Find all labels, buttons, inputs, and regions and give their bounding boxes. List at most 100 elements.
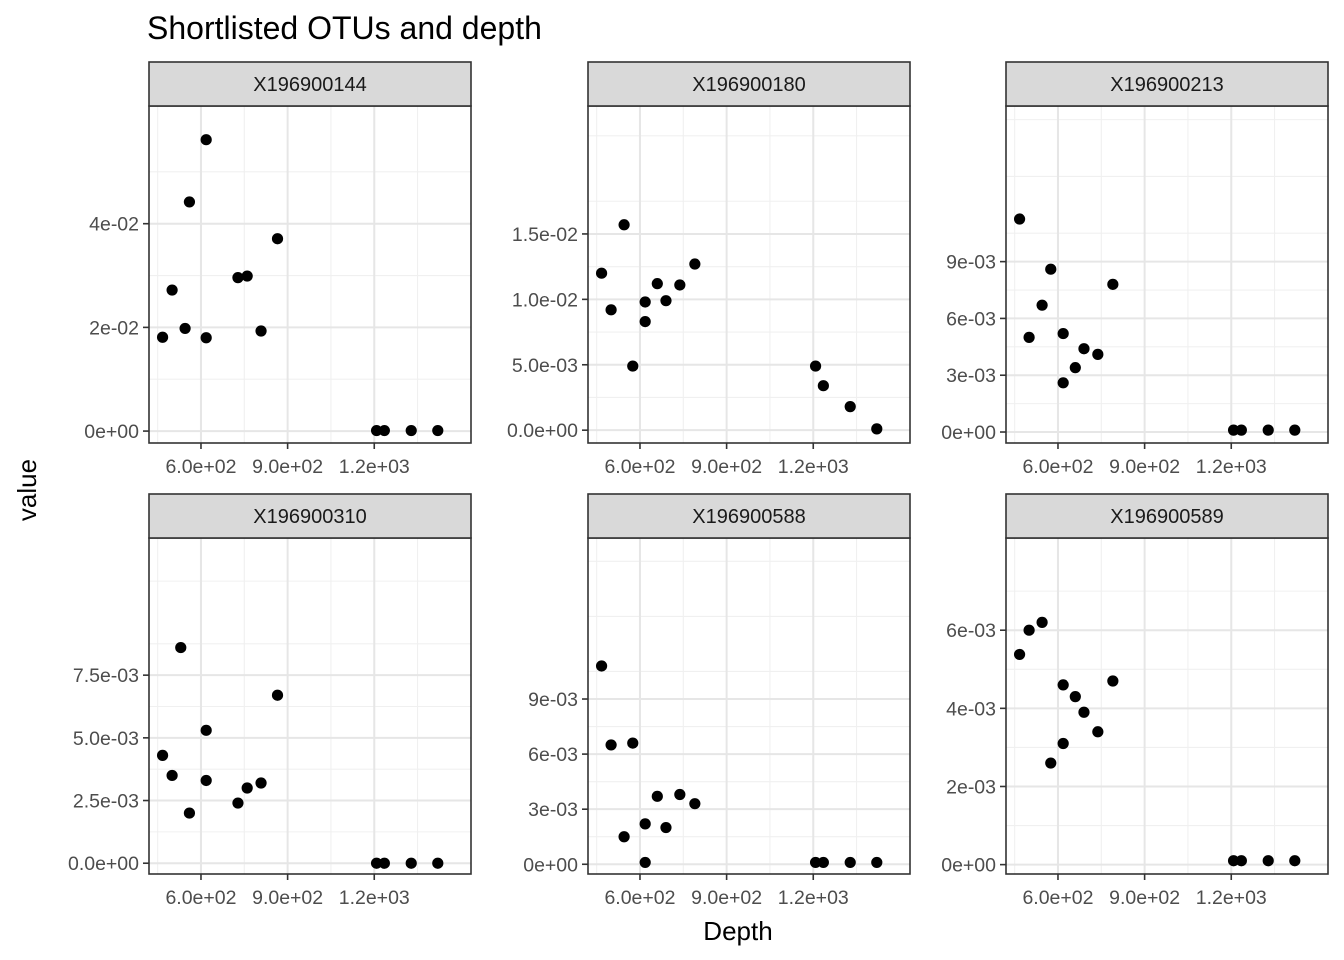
- data-point: [817, 380, 829, 392]
- data-point: [432, 424, 444, 437]
- y-tick-label: 2e-02: [89, 317, 139, 339]
- data-point: [1262, 424, 1274, 436]
- data-point: [809, 360, 822, 372]
- data-point: [175, 641, 187, 654]
- data-point: [1107, 675, 1119, 687]
- facet-panels: X196900144 0e+00 2e-02 4e-02 6.0e+02 9.0e+02 1…: [68, 61, 1329, 909]
- data-point: [378, 424, 390, 437]
- data-point: [1013, 648, 1026, 661]
- facet-strip-label: X196900144: [253, 74, 366, 96]
- data-point: [1057, 327, 1069, 340]
- data-point: [1036, 616, 1048, 628]
- x-tick-label: 1.2e+03: [778, 887, 849, 909]
- x-axis-label: Depth: [703, 916, 772, 946]
- data-point: [271, 233, 284, 245]
- facet-strip: [587, 493, 911, 539]
- data-point: [1227, 424, 1240, 436]
- y-tick-label: 7.5e-03: [73, 665, 139, 687]
- y-tick-label: 0e+00: [941, 855, 996, 877]
- data-point: [200, 774, 212, 787]
- data-point: [627, 360, 639, 372]
- data-point: [1289, 855, 1301, 867]
- facet-panel-X196900589: X196900589 0e+00 2e-03 4e-03 6e-03 6.0e+02 9.0…: [941, 493, 1329, 909]
- data-point: [651, 790, 663, 802]
- data-point: [660, 821, 672, 834]
- data-point: [1045, 263, 1057, 275]
- data-point: [639, 856, 651, 869]
- data-point: [1227, 855, 1240, 867]
- data-point: [618, 831, 630, 843]
- data-point: [1092, 348, 1104, 360]
- facet-strip: [587, 61, 911, 107]
- facet-strip: [148, 61, 472, 107]
- data-point: [809, 856, 822, 869]
- y-tick-label: 5.0e-03: [73, 728, 139, 750]
- data-point: [241, 782, 253, 794]
- data-point: [232, 272, 244, 284]
- data-point: [370, 857, 383, 869]
- y-tick-label: 3e-03: [528, 799, 578, 821]
- facet-strip-label: X196900588: [692, 506, 805, 528]
- data-point: [844, 401, 856, 413]
- y-tick-label: 0.0e+00: [68, 853, 139, 875]
- facet-strip-label: X196900180: [692, 74, 805, 96]
- data-point: [595, 660, 608, 672]
- facet-strip-label: X196900589: [1110, 506, 1223, 528]
- data-point: [1023, 331, 1035, 343]
- data-point: [179, 322, 191, 335]
- data-point: [595, 267, 608, 279]
- x-tick-label: 1.2e+03: [1196, 456, 1267, 478]
- y-tick-label: 0.0e+00: [507, 420, 578, 442]
- y-tick-label: 1.5e-02: [512, 224, 578, 246]
- data-point: [651, 278, 663, 290]
- data-point: [674, 279, 686, 291]
- data-point: [166, 284, 178, 296]
- x-tick-label: 6.0e+02: [604, 456, 675, 478]
- data-point: [605, 304, 617, 316]
- data-point: [1057, 679, 1069, 691]
- x-tick-label: 9.0e+02: [691, 456, 762, 478]
- data-point: [871, 423, 883, 435]
- data-point: [1069, 362, 1081, 374]
- x-tick-label: 1.2e+03: [1196, 887, 1267, 909]
- data-point: [1262, 855, 1274, 867]
- data-point: [605, 739, 617, 751]
- data-point: [1107, 278, 1119, 290]
- facet-strip: [1005, 61, 1329, 107]
- data-point: [689, 258, 701, 270]
- data-point: [1045, 757, 1057, 769]
- y-tick-label: 2.5e-03: [73, 791, 139, 813]
- x-tick-label: 6.0e+02: [1022, 456, 1093, 478]
- y-tick-label: 0e+00: [523, 854, 578, 876]
- y-tick-label: 4e-03: [946, 698, 996, 720]
- data-point: [1036, 299, 1048, 311]
- y-tick-label: 9e-03: [946, 252, 996, 274]
- data-point: [370, 424, 383, 437]
- data-point: [255, 777, 267, 789]
- chart-title: Shortlisted OTUs and depth: [147, 10, 542, 46]
- data-point: [674, 788, 686, 801]
- panel-background: [588, 106, 910, 443]
- data-point: [639, 818, 651, 830]
- data-point: [378, 857, 390, 869]
- facet-panel-X196900588: X196900588 0e+00 3e-03 6e-03 9e-03 6.0e+02 9.0…: [523, 493, 911, 909]
- data-point: [156, 749, 169, 761]
- y-tick-label: 4e-02: [89, 214, 139, 236]
- y-tick-label: 6e-03: [946, 308, 996, 330]
- y-tick-label: 0e+00: [84, 421, 139, 443]
- y-tick-label: 3e-03: [946, 365, 996, 387]
- data-point: [405, 424, 417, 437]
- data-point: [271, 689, 284, 701]
- data-point: [432, 857, 444, 869]
- y-tick-label: 6e-03: [528, 744, 578, 766]
- data-point: [1069, 691, 1081, 703]
- panel-background: [1006, 538, 1328, 874]
- data-point: [639, 315, 651, 328]
- data-point: [660, 295, 672, 307]
- data-point: [1023, 624, 1035, 636]
- y-tick-label: 2e-03: [946, 776, 996, 798]
- x-tick-label: 6.0e+02: [604, 887, 675, 909]
- data-point: [166, 769, 178, 782]
- facet-panel-X196900144: X196900144 0e+00 2e-02 4e-02 6.0e+02 9.0e+02 1…: [84, 61, 472, 478]
- x-tick-label: 9.0e+02: [1109, 456, 1180, 478]
